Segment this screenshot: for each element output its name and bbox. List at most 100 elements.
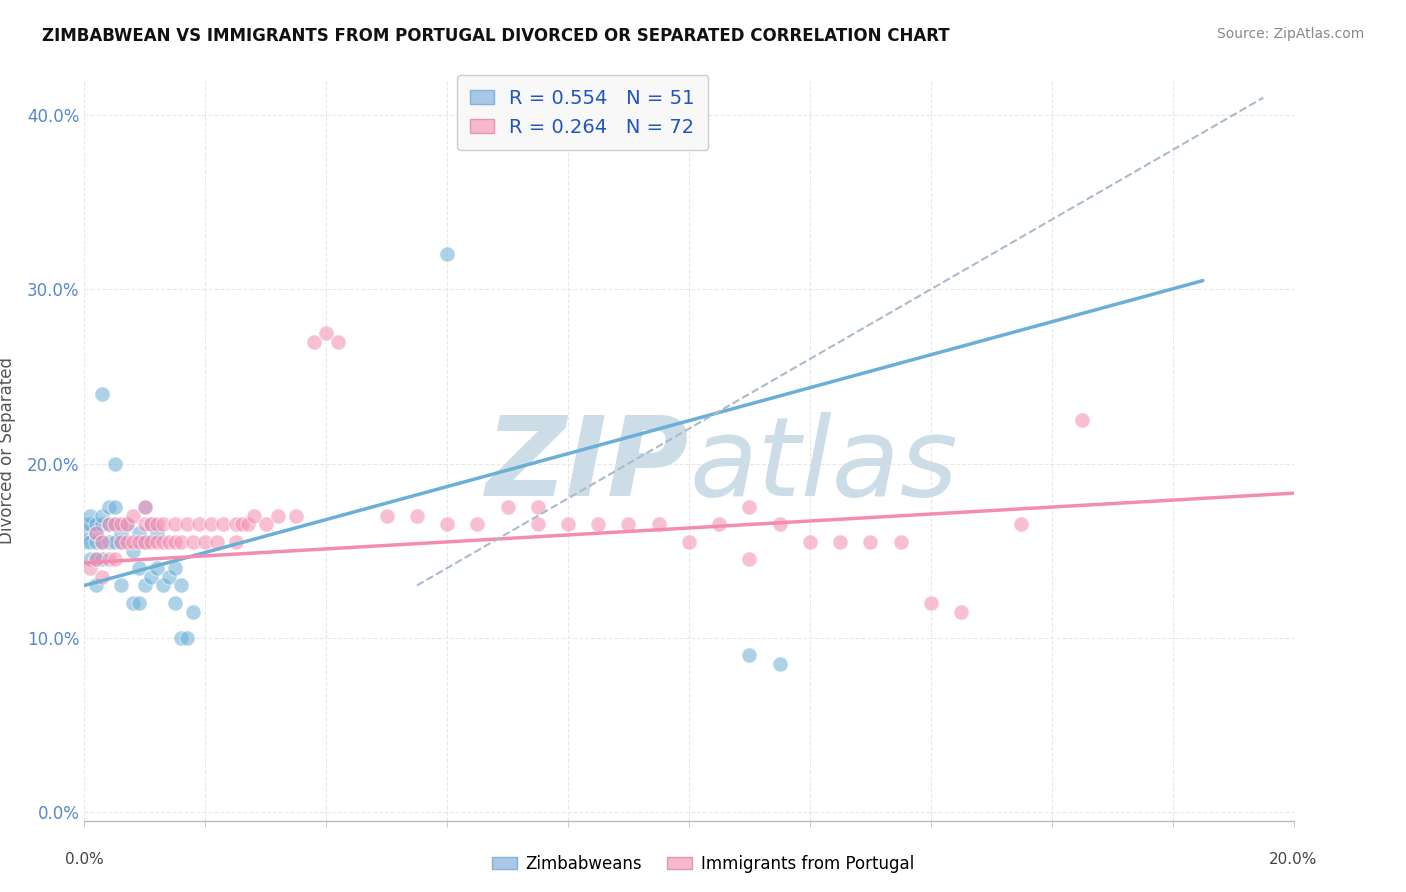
Point bbox=[91, 387, 114, 401]
Point bbox=[91, 552, 114, 566]
Point bbox=[97, 500, 120, 514]
Point bbox=[165, 535, 187, 549]
Point bbox=[165, 561, 187, 575]
Point bbox=[79, 508, 101, 523]
Point bbox=[91, 570, 114, 584]
Point bbox=[86, 535, 108, 549]
Point bbox=[188, 517, 211, 532]
Point bbox=[950, 605, 973, 619]
Point bbox=[139, 570, 162, 584]
Point bbox=[121, 535, 143, 549]
Point bbox=[134, 535, 156, 549]
Point bbox=[152, 535, 174, 549]
Text: Source: ZipAtlas.com: Source: ZipAtlas.com bbox=[1216, 27, 1364, 41]
Point bbox=[128, 561, 150, 575]
Point bbox=[110, 535, 132, 549]
Point bbox=[134, 578, 156, 592]
Point bbox=[121, 543, 143, 558]
Point bbox=[86, 517, 108, 532]
Point bbox=[146, 561, 169, 575]
Point bbox=[128, 526, 150, 541]
Point bbox=[181, 605, 204, 619]
Text: 20.0%: 20.0% bbox=[1270, 852, 1317, 867]
Point bbox=[146, 526, 169, 541]
Point bbox=[97, 517, 120, 532]
Point bbox=[73, 535, 96, 549]
Point bbox=[799, 535, 821, 549]
Point bbox=[157, 570, 180, 584]
Text: atlas: atlas bbox=[689, 412, 957, 519]
Point bbox=[267, 508, 290, 523]
Point bbox=[920, 596, 942, 610]
Text: ZIMBABWEAN VS IMMIGRANTS FROM PORTUGAL DIVORCED OR SEPARATED CORRELATION CHART: ZIMBABWEAN VS IMMIGRANTS FROM PORTUGAL D… bbox=[42, 27, 950, 45]
Point bbox=[86, 552, 108, 566]
Point bbox=[91, 535, 114, 549]
Point bbox=[104, 517, 127, 532]
Point bbox=[467, 517, 489, 532]
Text: ZIP: ZIP bbox=[485, 412, 689, 519]
Point bbox=[152, 578, 174, 592]
Point bbox=[170, 631, 193, 645]
Point bbox=[115, 517, 138, 532]
Point bbox=[406, 508, 429, 523]
Point bbox=[527, 517, 550, 532]
Point bbox=[738, 500, 761, 514]
Point bbox=[79, 517, 101, 532]
Point bbox=[139, 535, 162, 549]
Point bbox=[212, 517, 235, 532]
Point bbox=[170, 535, 193, 549]
Point bbox=[302, 334, 325, 349]
Point bbox=[79, 535, 101, 549]
Point bbox=[86, 526, 108, 541]
Y-axis label: Divorced or Separated: Divorced or Separated bbox=[0, 357, 15, 544]
Point bbox=[110, 535, 132, 549]
Point bbox=[152, 517, 174, 532]
Point bbox=[134, 500, 156, 514]
Point bbox=[128, 535, 150, 549]
Point bbox=[436, 517, 458, 532]
Point bbox=[104, 535, 127, 549]
Point bbox=[769, 517, 792, 532]
Point bbox=[242, 508, 264, 523]
Point bbox=[73, 526, 96, 541]
Point bbox=[194, 535, 217, 549]
Point bbox=[86, 526, 108, 541]
Point bbox=[73, 517, 96, 532]
Point bbox=[134, 500, 156, 514]
Point bbox=[86, 552, 108, 566]
Point bbox=[91, 517, 114, 532]
Point bbox=[678, 535, 700, 549]
Point bbox=[557, 517, 579, 532]
Point bbox=[104, 517, 127, 532]
Point bbox=[176, 517, 198, 532]
Point bbox=[134, 535, 156, 549]
Point bbox=[157, 535, 180, 549]
Legend: Zimbabweans, Immigrants from Portugal: Zimbabweans, Immigrants from Portugal bbox=[485, 848, 921, 880]
Point bbox=[91, 508, 114, 523]
Point bbox=[738, 648, 761, 662]
Point bbox=[236, 517, 259, 532]
Point bbox=[104, 552, 127, 566]
Point bbox=[181, 535, 204, 549]
Point bbox=[110, 517, 132, 532]
Point bbox=[97, 535, 120, 549]
Point bbox=[225, 517, 247, 532]
Point bbox=[375, 508, 398, 523]
Point bbox=[588, 517, 610, 532]
Text: 0.0%: 0.0% bbox=[65, 852, 104, 867]
Point bbox=[165, 596, 187, 610]
Point bbox=[165, 517, 187, 532]
Point bbox=[254, 517, 277, 532]
Point bbox=[86, 578, 108, 592]
Point bbox=[97, 552, 120, 566]
Point bbox=[890, 535, 912, 549]
Point bbox=[527, 500, 550, 514]
Point bbox=[110, 526, 132, 541]
Point bbox=[115, 535, 138, 549]
Point bbox=[115, 517, 138, 532]
Point bbox=[709, 517, 731, 532]
Point bbox=[128, 596, 150, 610]
Point bbox=[617, 517, 640, 532]
Point bbox=[496, 500, 519, 514]
Point bbox=[738, 552, 761, 566]
